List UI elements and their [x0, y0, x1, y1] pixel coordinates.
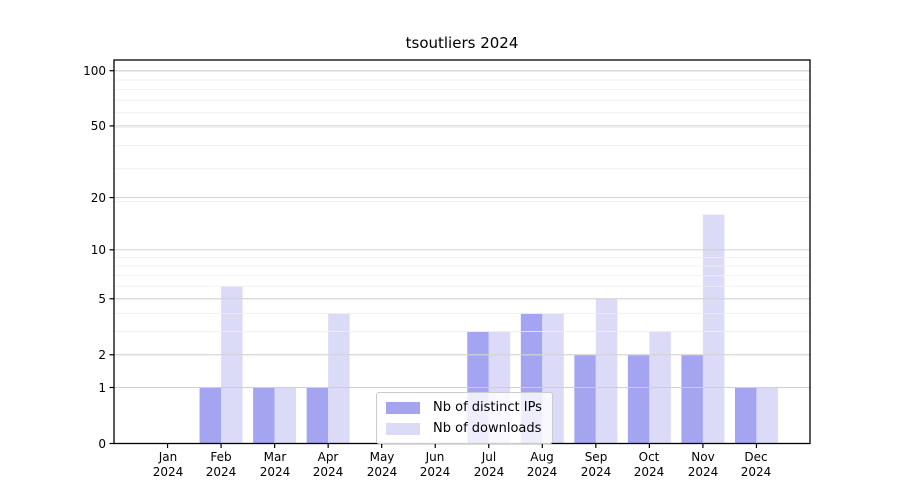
x-tick-mark	[702, 443, 704, 448]
legend-swatch-distinct-ips	[386, 401, 420, 414]
x-tick-mark	[648, 443, 650, 448]
gridline-minor	[114, 145, 810, 147]
x-tick-label-apr: Apr 2024	[312, 450, 344, 479]
gridline-minor	[114, 79, 810, 81]
x-tick-mark	[434, 443, 436, 448]
x-tick-mark	[755, 443, 758, 448]
gridline-minor	[114, 257, 810, 258]
y-tick-label-100: 100	[83, 64, 106, 78]
gridline-minor	[114, 285, 810, 287]
bar-distinct-ips-nov	[681, 354, 703, 444]
bar-distinct-ips-mar	[253, 387, 275, 444]
bar-downloads-nov	[702, 214, 725, 444]
legend-item-distinct-ips: Nb of distinct IPs	[386, 400, 542, 415]
x-tick-label-jun: Jun 2024	[419, 450, 451, 479]
y-tick-mark	[109, 354, 114, 356]
gridline-minor	[114, 168, 810, 170]
y-tick-mark	[109, 70, 114, 72]
chart-title: tsoutliers 2024	[405, 34, 519, 52]
y-tick-label-20: 20	[90, 191, 106, 205]
gridline-major	[114, 70, 810, 72]
bar-downloads-apr	[328, 313, 350, 444]
x-tick-mark	[327, 443, 329, 448]
x-tick-label-may: May 2024	[366, 450, 398, 479]
gridline-minor	[114, 331, 810, 333]
x-tick-mark	[541, 443, 543, 448]
y-tick-label-1: 1	[98, 381, 106, 395]
gridline-major	[114, 197, 810, 199]
gridline-minor	[114, 89, 810, 91]
bar-distinct-ips-oct	[627, 354, 650, 444]
y-tick-mark	[109, 249, 114, 251]
bar-downloads-dec	[756, 387, 778, 444]
legend-swatch-downloads	[386, 422, 420, 435]
x-tick-mark	[220, 443, 222, 448]
y-tick-mark	[109, 386, 114, 389]
x-tick-label-nov: Nov 2024	[687, 450, 719, 479]
y-tick-mark	[109, 125, 114, 127]
x-tick-mark	[274, 443, 276, 448]
legend-item-downloads: Nb of downloads	[386, 421, 542, 436]
x-tick-label-oct: Oct 2024	[633, 450, 665, 479]
gridline-minor	[114, 112, 810, 114]
legend: Nb of distinct IPs Nb of downloads	[376, 392, 553, 444]
gridline-major	[114, 387, 810, 389]
gridline-minor	[114, 265, 810, 267]
legend-label-distinct-ips: Nb of distinct IPs	[433, 400, 542, 415]
x-tick-label-jul: Jul 2024	[473, 450, 505, 479]
x-tick-label-jan: Jan 2024	[152, 450, 184, 479]
gridline-minor	[114, 99, 810, 101]
y-tick-mark	[109, 298, 114, 300]
x-tick-label-sep: Sep 2024	[580, 450, 612, 479]
gridline-minor	[114, 275, 810, 277]
gridline-minor	[114, 312, 810, 314]
gridline-major	[114, 249, 810, 251]
x-tick-mark	[488, 443, 490, 448]
bar-distinct-ips-apr	[306, 387, 329, 444]
y-tick-label-5: 5	[98, 292, 106, 306]
x-tick-label-dec: Dec 2024	[740, 450, 772, 479]
y-tick-mark	[109, 442, 114, 445]
x-tick-label-mar: Mar 2024	[259, 450, 291, 479]
gridline-minor	[114, 126, 810, 128]
gridline-major	[114, 298, 810, 300]
bar-distinct-ips-feb	[199, 387, 222, 444]
x-tick-label-aug: Aug 2024	[526, 450, 558, 479]
bar-downloads-sep	[595, 298, 618, 444]
y-tick-label-10: 10	[90, 243, 106, 257]
y-tick-label-50: 50	[90, 119, 106, 133]
y-tick-label-2: 2	[98, 348, 106, 362]
bar-downloads-mar	[274, 387, 297, 444]
gridline-minor	[114, 201, 810, 203]
gridline-major	[114, 125, 810, 127]
x-tick-mark	[595, 443, 597, 448]
bar-distinct-ips-sep	[574, 354, 596, 444]
x-tick-label-feb: Feb 2024	[205, 450, 237, 479]
legend-label-downloads: Nb of downloads	[433, 421, 542, 436]
bar-downloads-feb	[221, 286, 243, 444]
x-tick-mark	[166, 443, 169, 448]
y-tick-label-0: 0	[98, 437, 106, 451]
gridline-major	[114, 354, 810, 356]
y-tick-mark	[109, 196, 114, 199]
x-tick-mark	[381, 443, 383, 448]
gridline-minor	[114, 71, 810, 72]
bar-distinct-ips-dec	[734, 387, 757, 444]
